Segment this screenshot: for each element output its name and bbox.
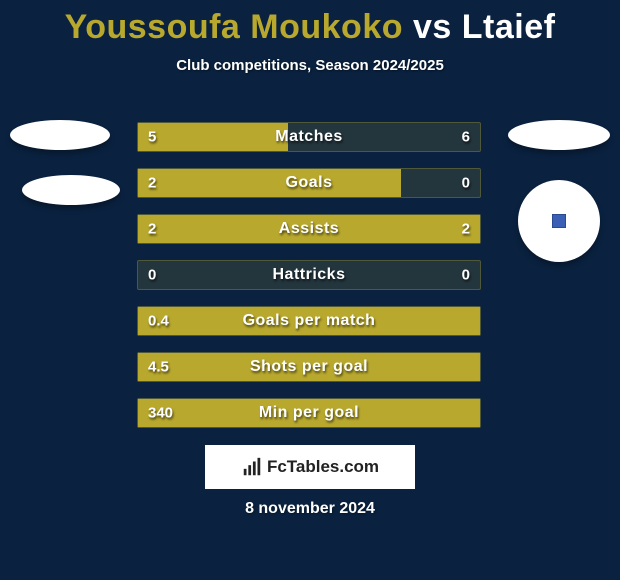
chart-icon	[241, 456, 263, 478]
stat-label: Matches	[138, 128, 480, 146]
page-title: Youssoufa Moukoko vs Ltaief	[0, 0, 620, 47]
player2-club-logo-2	[518, 180, 600, 262]
stat-value-right: 6	[462, 129, 470, 146]
stat-label: Goals	[138, 174, 480, 192]
stat-label: Hattricks	[138, 266, 480, 284]
stat-row: Shots per goal4.5	[137, 352, 481, 382]
stat-label: Min per goal	[138, 404, 480, 422]
stat-row: Assists2 2	[137, 214, 481, 244]
stat-row: Min per goal340	[137, 398, 481, 428]
stat-row: Hattricks0 0	[137, 260, 481, 290]
stat-value-left: 340	[148, 405, 173, 422]
vs-text: vs	[413, 8, 452, 46]
stat-label: Goals per match	[138, 312, 480, 330]
stat-row: Goals per match0.4	[137, 306, 481, 336]
stat-value-left: 2	[148, 175, 156, 192]
stat-value-left: 5	[148, 129, 156, 146]
subtitle: Club competitions, Season 2024/2025	[0, 57, 620, 74]
stat-value-left: 2	[148, 221, 156, 238]
stat-value-right: 0	[462, 175, 470, 192]
player1-club-logo-2	[22, 175, 120, 205]
stat-row: Goals2 0	[137, 168, 481, 198]
player2-club-logo-1	[508, 120, 610, 150]
date-text: 8 november 2024	[0, 500, 620, 518]
stat-label: Assists	[138, 220, 480, 238]
stat-value-right: 2	[462, 221, 470, 238]
player2-name: Ltaief	[462, 8, 556, 46]
stat-value-left: 0.4	[148, 313, 169, 330]
club-badge-icon	[552, 214, 566, 228]
stat-value-left: 4.5	[148, 359, 169, 376]
comparison-bars: Matches56Goals20Assists22Hattricks00Goal…	[137, 122, 481, 444]
stat-value-right: 0	[462, 267, 470, 284]
brand-text: FcTables.com	[267, 457, 379, 477]
stat-row: Matches5 6	[137, 122, 481, 152]
stat-value-left: 0	[148, 267, 156, 284]
player1-name: Youssoufa Moukoko	[65, 8, 403, 46]
brand-badge: FcTables.com	[205, 445, 415, 489]
player1-club-logo-1	[10, 120, 110, 150]
stat-label: Shots per goal	[138, 358, 480, 376]
